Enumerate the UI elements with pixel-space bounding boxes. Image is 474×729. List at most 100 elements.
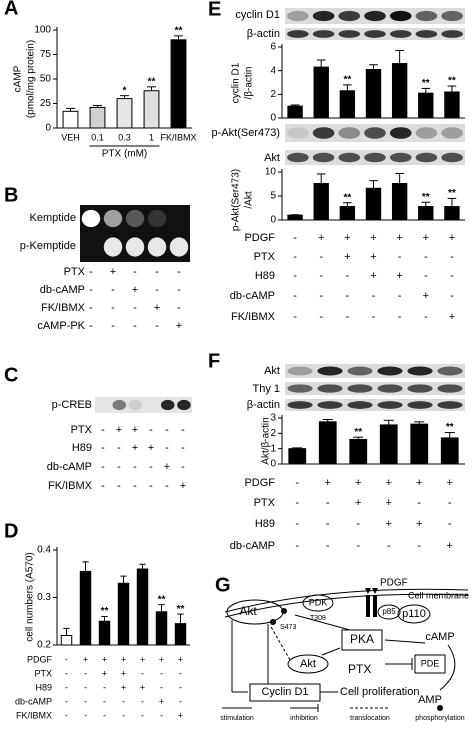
treatment-sign: - bbox=[319, 251, 323, 263]
y-tick-label: 0.4 bbox=[37, 545, 51, 556]
treatment-sign: - bbox=[179, 668, 182, 678]
treatment-sign: - bbox=[122, 710, 125, 720]
treatment-sign: - bbox=[89, 302, 93, 314]
treatment-sign: + bbox=[396, 232, 402, 244]
bar bbox=[116, 98, 133, 129]
treatment-sign: + bbox=[386, 497, 392, 509]
treatment-sign: - bbox=[417, 497, 421, 509]
y-axis-label: /Akt bbox=[244, 191, 255, 208]
treatment-sign: - bbox=[65, 696, 68, 706]
bar bbox=[410, 423, 429, 465]
treatment-label: PTX bbox=[254, 251, 276, 263]
treatment-label: H89 bbox=[255, 518, 275, 530]
blot-band bbox=[347, 401, 373, 409]
membrane-label: Cell membrane bbox=[408, 590, 469, 600]
s473-label: S473 bbox=[280, 624, 296, 631]
treatment-sign: + bbox=[159, 696, 164, 706]
treatment-sign: + bbox=[344, 251, 350, 263]
significance: ** bbox=[422, 78, 430, 89]
x-tick-label: 0.3 bbox=[118, 132, 131, 142]
bar bbox=[313, 183, 329, 221]
treatment-sign: + bbox=[396, 270, 402, 282]
bar bbox=[89, 106, 106, 129]
treatment-sign: + bbox=[159, 654, 164, 664]
camp-label: cAMP bbox=[425, 631, 454, 643]
treatment-sign: - bbox=[179, 696, 182, 706]
significance: ** bbox=[343, 75, 351, 86]
blot-band bbox=[407, 401, 433, 409]
treatment-sign: + bbox=[416, 518, 422, 530]
blot-band bbox=[317, 384, 343, 393]
treatment-sign: - bbox=[179, 682, 182, 692]
treatment-label: PTX bbox=[254, 497, 276, 509]
akt-label: Akt bbox=[300, 658, 316, 670]
blot-band bbox=[338, 152, 361, 163]
treatment-sign: - bbox=[293, 251, 297, 263]
treatment-sign: + bbox=[355, 477, 361, 489]
blot-band bbox=[125, 209, 145, 228]
treatment-sign: + bbox=[386, 477, 392, 489]
treatment-sign: - bbox=[387, 540, 391, 552]
pdk-label: PDK bbox=[309, 597, 328, 607]
treatment-sign: - bbox=[84, 682, 87, 692]
treatment-sign: + bbox=[318, 232, 324, 244]
treatment-sign: + bbox=[102, 654, 107, 664]
treatment-label: FK/IBMX bbox=[231, 311, 276, 323]
arrow bbox=[439, 644, 456, 691]
blot-band bbox=[312, 152, 335, 163]
treatment-sign: - bbox=[295, 518, 299, 530]
legend-label: inhibition bbox=[290, 715, 318, 722]
bar bbox=[287, 214, 303, 221]
treatment-sign: - bbox=[65, 668, 68, 678]
treatment-sign: - bbox=[160, 682, 163, 692]
treatment-sign: - bbox=[448, 518, 452, 530]
blot-band bbox=[112, 399, 127, 411]
proliferation-label: Cell proliferation bbox=[340, 686, 419, 698]
blot-label: β-actin bbox=[247, 399, 280, 411]
y-axis-label: Akt/β-actin bbox=[261, 417, 272, 464]
blot-band bbox=[377, 366, 403, 376]
arrow bbox=[294, 614, 351, 631]
pka-box bbox=[341, 629, 383, 651]
treatment-sign: - bbox=[101, 461, 105, 473]
significance: ** bbox=[343, 192, 351, 203]
panel-label: C bbox=[4, 365, 18, 387]
blot-band bbox=[287, 152, 309, 163]
treatment-sign: - bbox=[84, 710, 87, 720]
treatment-sign: - bbox=[326, 518, 330, 530]
blot-label: p-Akt(Ser473) bbox=[212, 127, 280, 139]
phospho-dot bbox=[270, 619, 276, 625]
blot-band bbox=[287, 384, 313, 393]
treatment-sign: - bbox=[326, 540, 330, 552]
bar bbox=[117, 582, 130, 646]
p85-label: p85 bbox=[382, 607, 396, 616]
treatment-label: cAMP-PK bbox=[37, 320, 85, 332]
blot-label: Akt bbox=[264, 152, 280, 164]
treatment-sign: + bbox=[355, 497, 361, 509]
membrane-line bbox=[224, 588, 469, 613]
significance: ** bbox=[158, 594, 166, 605]
treatment-sign: + bbox=[386, 518, 392, 530]
blot-band bbox=[287, 127, 309, 139]
treatment-sign: - bbox=[89, 266, 93, 278]
blot-band bbox=[169, 237, 189, 257]
akt-label: Akt bbox=[239, 604, 257, 618]
blot-band bbox=[389, 10, 412, 22]
legend-dot bbox=[437, 705, 443, 711]
x-tick-label: VEH bbox=[61, 132, 80, 142]
t308-label: T308 bbox=[310, 615, 326, 622]
treatment-sign: - bbox=[450, 251, 454, 263]
treatment-sign: - bbox=[293, 270, 297, 282]
blot-band bbox=[103, 209, 123, 228]
bar bbox=[339, 206, 356, 221]
treatment-label: H89 bbox=[72, 442, 92, 454]
treatment-label: PTX bbox=[34, 668, 52, 678]
blot-label: β-actin bbox=[247, 28, 280, 40]
blot-band bbox=[287, 366, 313, 376]
treatment-sign: - bbox=[84, 668, 87, 678]
treatment-label: PDGF bbox=[244, 232, 275, 244]
legend-label: phosphorylation bbox=[415, 715, 465, 722]
treatment-sign: + bbox=[178, 710, 183, 720]
treatment-sign: + bbox=[423, 232, 429, 244]
treatment-sign: - bbox=[103, 682, 106, 692]
